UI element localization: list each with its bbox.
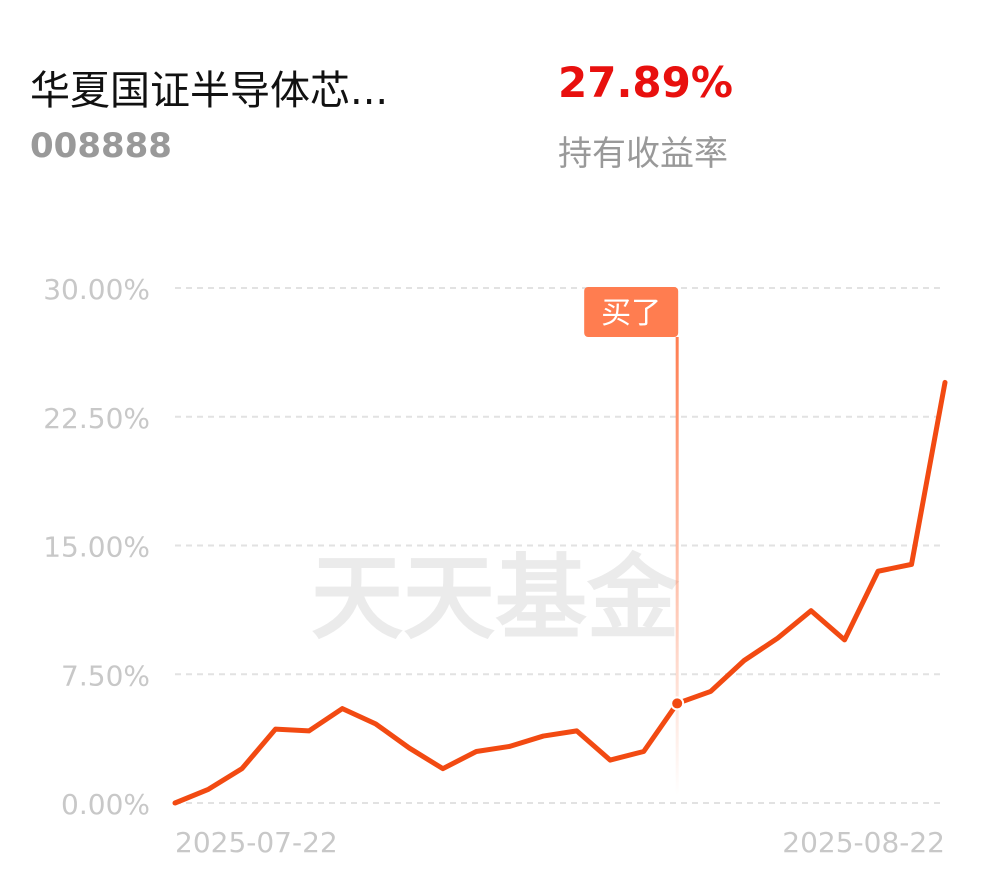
watermark: 天天基金	[311, 545, 680, 652]
x-tick-label: 2025-07-22	[175, 826, 338, 859]
buy-tag	[584, 287, 679, 337]
fund-code: 008888	[30, 126, 172, 166]
buy-point	[670, 696, 685, 711]
y-tick-label: 30.00%	[43, 273, 150, 306]
y-tick-label: 7.50%	[61, 659, 150, 692]
x-tick-label: 2025-08-22	[782, 826, 945, 859]
buy-line	[675, 337, 679, 795]
y-tick-label: 15.00%	[43, 531, 150, 564]
return-label: 持有收益率	[558, 134, 728, 174]
buy-tag-text: 买了	[601, 296, 661, 331]
return-value: 27.89%	[558, 58, 733, 107]
data-line	[172, 379, 948, 806]
y-tick-label: 22.50%	[43, 402, 150, 435]
fund-name[interactable]: 华夏国证半导体芯...	[30, 68, 389, 114]
y-tick-label: 0.00%	[61, 788, 150, 821]
